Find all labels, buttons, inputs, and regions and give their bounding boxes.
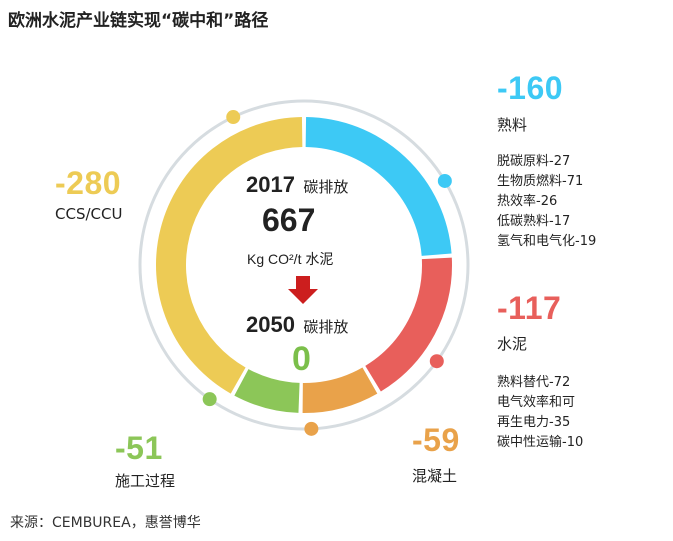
- clinker-details: 脱碳原料-27 生物质燃料-71 热效率-26 低碳熟料-17 氢气和电气化-1…: [497, 152, 596, 252]
- marker-dot: [304, 421, 319, 436]
- center-2017-row: 2017 碳排放: [246, 172, 348, 198]
- segment-concrete: [302, 367, 378, 413]
- emission-label-2017: 碳排放: [303, 179, 349, 196]
- detail-item: 电气效率和可: [497, 395, 576, 410]
- down-arrow-icon: [288, 276, 318, 304]
- construction-value: -51: [115, 430, 163, 466]
- clinker-label: 熟料: [497, 116, 528, 134]
- marker-dot: [226, 110, 241, 125]
- construction-label: 施工过程: [115, 472, 176, 490]
- cement-label: 水泥: [497, 335, 528, 353]
- outer-ring: [138, 99, 470, 431]
- year-2050: 2050: [246, 312, 295, 337]
- detail-item: 氢气和电气化-19: [497, 234, 597, 249]
- marker-dot: [437, 173, 452, 188]
- year-2017: 2017: [246, 172, 295, 197]
- unit-label: Kg CO²/t 水泥: [247, 251, 334, 267]
- segment-construction: [234, 368, 301, 413]
- clinker-value: -160: [497, 70, 564, 106]
- cement-value: -117: [497, 290, 562, 326]
- detail-item: 熟料替代-72: [497, 375, 571, 390]
- segment-clinker: [305, 117, 452, 257]
- segment-cement: [364, 257, 452, 392]
- detail-item: 脱碳原料-27: [497, 154, 571, 169]
- marker-dot: [202, 392, 217, 407]
- detail-item: 再生电力-35: [497, 415, 571, 430]
- detail-item: 碳中性运输-10: [497, 435, 584, 450]
- concrete-value: -59: [412, 422, 460, 458]
- segment-ccs: [156, 117, 303, 394]
- ccs-value: -280: [55, 165, 122, 201]
- concrete-label: 混凝土: [412, 467, 458, 485]
- detail-item: 热效率-26: [497, 194, 558, 209]
- center-2050-row: 2050 碳排放: [246, 312, 348, 338]
- value-2017: 667: [262, 202, 316, 238]
- value-2050: 0: [292, 340, 311, 378]
- ccs-label: CCS/CCU: [55, 205, 123, 223]
- cement-details: 熟料替代-72 电气效率和可 再生电力-35 碳中性运输-10: [497, 373, 583, 453]
- detail-item: 生物质燃料-71: [497, 174, 584, 189]
- emission-label-2050: 碳排放: [303, 319, 349, 336]
- marker-dot: [429, 354, 444, 369]
- chart-title: 欧洲水泥产业链实现“碳中和”路径: [8, 11, 269, 31]
- detail-item: 低碳熟料-17: [497, 214, 571, 229]
- source-note: 来源：CEMBUREA，惠誉博华: [10, 515, 201, 531]
